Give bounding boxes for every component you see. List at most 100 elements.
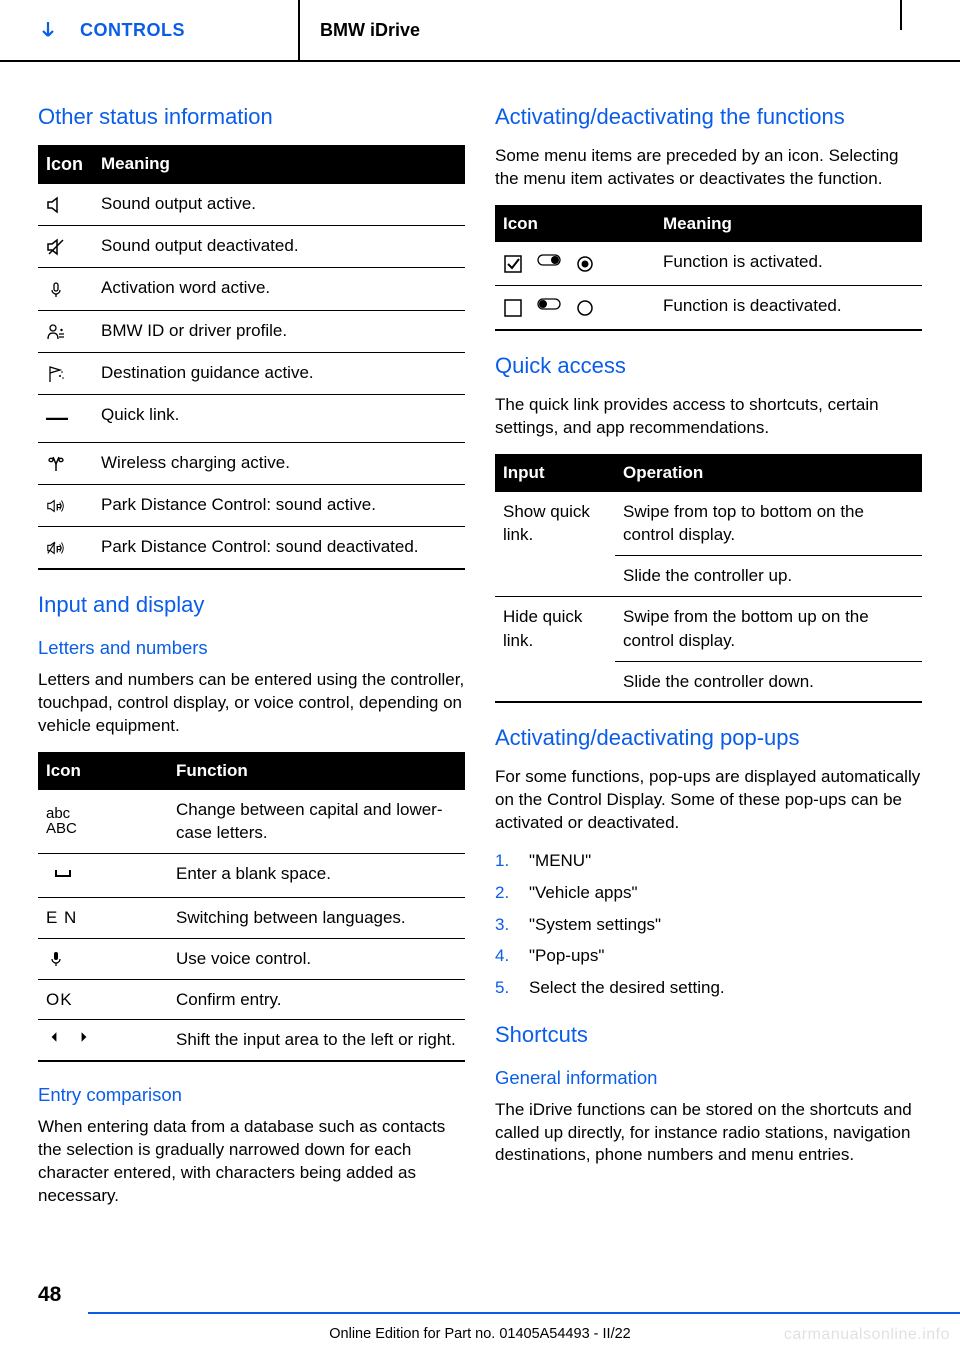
wireless-charge-icon: [46, 453, 66, 473]
heading-quick-access: Quick access: [495, 351, 922, 382]
table-row: OK Confirm entry.: [38, 979, 465, 1020]
mic-filled-icon: [46, 949, 66, 968]
table-row: Function is deactivated.: [495, 286, 922, 330]
pdc-sound-icon: [46, 495, 66, 515]
header-title: BMW iDrive: [300, 0, 960, 60]
abc-case-icon: abcABC: [46, 806, 160, 836]
cell-function: Switching between languages.: [168, 897, 465, 938]
input-table: Icon Function abcABC Change between capi…: [38, 752, 465, 1062]
list-item: "Pop-ups": [495, 944, 922, 968]
heading-letters-numbers: Letters and numbers: [38, 635, 465, 661]
table-row: abcABC Change between capital and lower-…: [38, 790, 465, 854]
speaker-muted-icon: [46, 236, 66, 256]
para-entry: When entering data from a database such …: [38, 1116, 465, 1208]
cell-meaning: Park Distance Control: sound deactivated…: [93, 527, 465, 570]
cell-operation: Slide the controller up.: [615, 556, 922, 597]
th-icon: Icon: [38, 752, 168, 790]
para-quick: The quick link provides access to shortc…: [495, 394, 922, 440]
quick-table: Input Operation Show quick link. Swipe f…: [495, 454, 922, 704]
en-lang-icon: E N: [46, 908, 77, 927]
cell-operation: Swipe from the bottom up on the control …: [615, 596, 922, 661]
left-column: Other status information Icon Meaning So…: [38, 102, 465, 1222]
list-item: "Vehicle apps": [495, 881, 922, 905]
functions-table: Icon Meaning Function is activated.: [495, 205, 922, 331]
table-row: Wireless charging active.: [38, 442, 465, 484]
th-operation: Operation: [615, 454, 922, 492]
table-row: E N Switching between languages.: [38, 897, 465, 938]
header-decor: [900, 0, 902, 30]
cell-function: Enter a blank space.: [168, 854, 465, 898]
list-item: "MENU": [495, 849, 922, 873]
mic-icon: [46, 278, 66, 298]
th-icon: Icon: [495, 205, 655, 243]
header-section: CONTROLS: [0, 0, 300, 60]
radio-off-icon: [575, 296, 595, 320]
page-header: CONTROLS BMW iDrive: [0, 0, 960, 62]
cell-function: Change between capital and lower-case le…: [168, 790, 465, 854]
table-row: Park Distance Control: sound active.: [38, 484, 465, 526]
watermark: carmanualsonline.info: [784, 1326, 950, 1344]
cell-meaning: Destination guidance active.: [93, 352, 465, 394]
th-icon: Icon: [38, 145, 93, 184]
cell-meaning: Sound output deactivated.: [93, 226, 465, 268]
heading-input-display: Input and display: [38, 590, 465, 621]
list-item: Select the desired setting.: [495, 976, 922, 1000]
space-icon: [46, 867, 80, 886]
table-row: Enter a blank space.: [38, 854, 465, 898]
heading-entry-comparison: Entry comparison: [38, 1082, 465, 1108]
table-row: Destination guidance active.: [38, 352, 465, 394]
cell-function: Shift the input area to the left or righ…: [168, 1020, 465, 1061]
heading-general-info: General information: [495, 1065, 922, 1091]
table-row: Use voice control.: [38, 938, 465, 979]
table-row: Park Distance Control: sound deactivated…: [38, 527, 465, 570]
th-function: Function: [168, 752, 465, 790]
section-label: CONTROLS: [80, 20, 185, 41]
cell-meaning: Function is activated.: [655, 242, 922, 285]
para-general: The iDrive functions can be stored on th…: [495, 1099, 922, 1168]
table-row: Sound output active.: [38, 184, 465, 226]
nav-flag-icon: [46, 363, 66, 383]
toggle-off-icon: [535, 294, 563, 321]
heading-shortcuts: Shortcuts: [495, 1020, 922, 1051]
table-row: Hide quick link. Swipe from the bottom u…: [495, 596, 922, 661]
status-table: Icon Meaning Sound output active. Sound …: [38, 145, 465, 570]
page-number: 48: [38, 1283, 61, 1307]
speaker-icon: [46, 194, 66, 214]
right-column: Activating/deactivating the functions So…: [495, 102, 922, 1222]
cell-meaning: Activation word active.: [93, 268, 465, 310]
cell-meaning: Sound output active.: [93, 184, 465, 226]
th-input: Input: [495, 454, 615, 492]
toggle-on-icon: [535, 250, 563, 277]
heading-activating-functions: Activating/deactivating the functions: [495, 102, 922, 133]
cell-meaning: Park Distance Control: sound active.: [93, 484, 465, 526]
driver-profile-icon: [46, 321, 66, 341]
pdc-sound-off-icon: [46, 537, 66, 557]
table-row: Activation word active.: [38, 268, 465, 310]
cell-input: Show quick link.: [495, 492, 615, 597]
cell-operation: Swipe from top to bottom on the control …: [615, 492, 922, 556]
cell-meaning: Quick link.: [93, 394, 465, 442]
table-row: — Quick link.: [38, 394, 465, 442]
para-popups: For some functions, pop-ups are displaye…: [495, 766, 922, 835]
cell-meaning: Function is deactivated.: [655, 286, 922, 330]
table-row: Shift the input area to the left or righ…: [38, 1020, 465, 1061]
list-item: "System settings": [495, 913, 922, 937]
content-area: Other status information Icon Meaning So…: [0, 62, 960, 1222]
checkbox-empty-icon: [503, 296, 523, 320]
th-meaning: Meaning: [655, 205, 922, 243]
radio-on-icon: [575, 252, 595, 276]
table-row: Function is activated.: [495, 242, 922, 285]
cell-operation: Slide the controller down.: [615, 661, 922, 702]
heading-other-status: Other status information: [38, 102, 465, 133]
cell-input: Hide quick link.: [495, 596, 615, 702]
table-row: Show quick link. Swipe from top to botto…: [495, 492, 922, 556]
checkbox-checked-icon: [503, 252, 523, 276]
heading-popups: Activating/deactivating pop-ups: [495, 723, 922, 754]
cell-meaning: Wireless charging active.: [93, 442, 465, 484]
ok-icon: OK: [46, 990, 73, 1009]
table-row: BMW ID or driver profile.: [38, 310, 465, 352]
footer-bar: [88, 1312, 960, 1314]
cell-function: Use voice control.: [168, 938, 465, 979]
cell-meaning: BMW ID or driver profile.: [93, 310, 465, 352]
table-row: Sound output deactivated.: [38, 226, 465, 268]
